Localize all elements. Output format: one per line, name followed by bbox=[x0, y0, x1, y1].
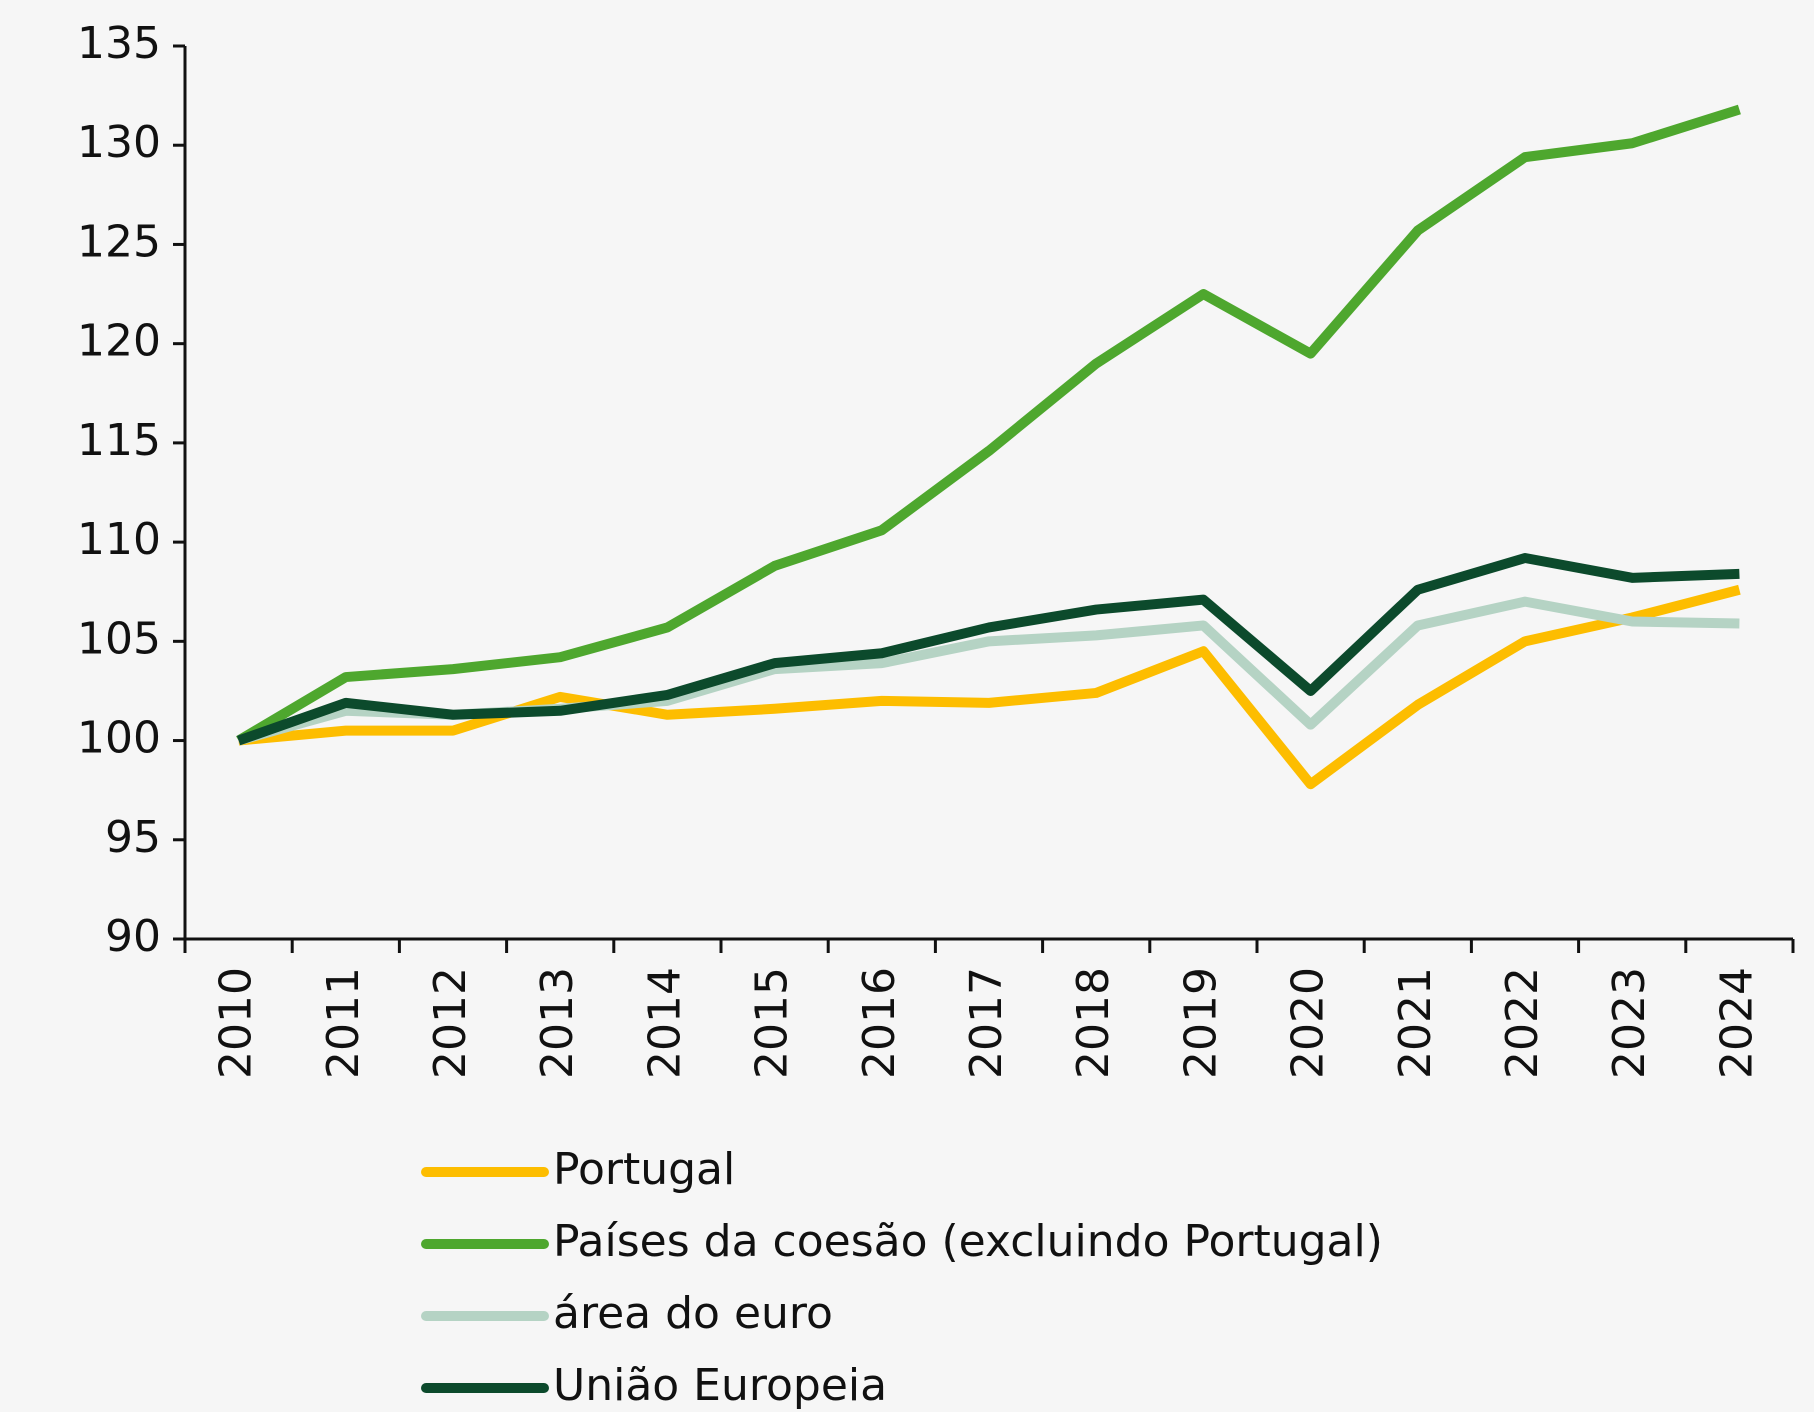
x-tick-label: 2014 bbox=[639, 967, 690, 1079]
y-tick-label: 100 bbox=[77, 713, 161, 764]
x-tick-label: 2018 bbox=[1068, 967, 1119, 1079]
y-tick-label: 115 bbox=[77, 415, 161, 466]
x-tick-label: 2017 bbox=[961, 967, 1012, 1079]
x-tick-label: 2019 bbox=[1175, 967, 1226, 1079]
y-tick-label: 120 bbox=[77, 316, 161, 367]
x-tick-label: 2012 bbox=[425, 967, 476, 1079]
x-tick-label: 2010 bbox=[211, 967, 262, 1079]
y-tick-label: 110 bbox=[77, 514, 161, 565]
x-tick-label: 2021 bbox=[1390, 967, 1441, 1079]
y-tick-label: 135 bbox=[77, 18, 161, 69]
y-tick-label: 105 bbox=[77, 613, 161, 664]
chart: 90 95 100 105 110 115 120 125 130 135 2010 2011 2012… bbox=[0, 0, 1814, 1412]
legend-label: Portugal bbox=[553, 1144, 735, 1195]
y-tick-label: 90 bbox=[105, 911, 161, 962]
x-tick-label: 2016 bbox=[854, 967, 905, 1079]
legend-label: área do euro bbox=[553, 1288, 833, 1339]
x-tick-label: 2015 bbox=[747, 967, 798, 1079]
x-tick-label: 2023 bbox=[1604, 967, 1655, 1079]
legend-label: Países da coesão (excluindo Portugal) bbox=[553, 1216, 1383, 1267]
x-tick-label: 2020 bbox=[1283, 967, 1334, 1079]
legend-label: União Europeia bbox=[553, 1360, 887, 1411]
y-tick-label: 125 bbox=[77, 216, 161, 267]
y-tick-label: 130 bbox=[77, 117, 161, 168]
x-tick-label: 2013 bbox=[532, 967, 583, 1079]
y-tick-label: 95 bbox=[105, 812, 161, 863]
series-line bbox=[239, 590, 1740, 784]
x-tick-label: 2024 bbox=[1711, 967, 1762, 1079]
x-tick-label: 2022 bbox=[1497, 967, 1548, 1079]
x-tick-label: 2011 bbox=[318, 967, 369, 1079]
